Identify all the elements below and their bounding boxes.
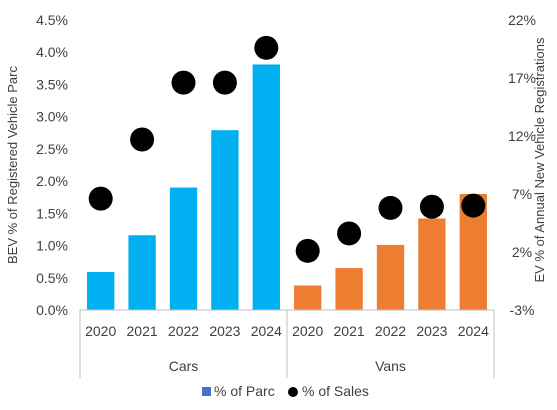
bar-parc — [294, 285, 322, 310]
bar-parc — [169, 187, 198, 310]
category-label: 2024 — [458, 323, 489, 339]
sales-marker — [130, 127, 155, 152]
left-tick-label: 2.0% — [36, 173, 68, 189]
sales-marker — [254, 35, 279, 60]
right-tick-label: 22% — [508, 12, 536, 28]
left-tick-label: 3.5% — [36, 76, 68, 92]
category-label: 2023 — [416, 323, 447, 339]
legend-parc-label: % of Parc — [214, 383, 275, 399]
left-tick-label: 3.0% — [36, 109, 68, 125]
left-tick-label: 1.0% — [36, 238, 68, 254]
bar-parc — [87, 271, 115, 310]
bar-parc — [128, 235, 156, 310]
legend: % of Parc % of Sales — [202, 383, 369, 399]
category-label: 2022 — [375, 323, 406, 339]
left-tick-label: 4.5% — [36, 12, 68, 28]
sales-marker — [419, 194, 444, 219]
bar-parc — [252, 64, 280, 310]
sales-marker — [88, 186, 113, 211]
right-tick-label: 7% — [512, 186, 532, 202]
sales-marker — [171, 70, 196, 95]
bar-parc — [418, 218, 446, 310]
category-label: 2022 — [168, 323, 199, 339]
legend-parc-swatch — [202, 387, 211, 396]
sales-marker — [295, 238, 320, 263]
category-label: 2023 — [209, 323, 240, 339]
right-tick-label: 12% — [508, 128, 536, 144]
category-label: 2021 — [334, 323, 365, 339]
right-axis-title: EV % of Annual New Vehicle Registrations — [532, 37, 547, 282]
right-tick-label: 2% — [512, 244, 532, 260]
legend-sales-label: % of Sales — [302, 383, 369, 399]
sales-marker — [461, 193, 486, 218]
legend-sales-marker — [288, 387, 298, 397]
sales-marker — [337, 221, 362, 246]
category-label: 2021 — [127, 323, 158, 339]
left-tick-label: 0.0% — [36, 302, 68, 318]
left-axis-title: BEV % of Registered Vehicle Parc — [5, 66, 20, 264]
left-tick-label: 2.5% — [36, 141, 68, 157]
category-label: 2024 — [251, 323, 282, 339]
bar-parc — [376, 244, 405, 310]
right-tick-label: 17% — [508, 70, 536, 86]
right-tick-label: -3% — [510, 302, 535, 318]
bar-parc — [335, 268, 363, 310]
category-label: 2020 — [292, 323, 323, 339]
left-tick-label: 1.5% — [36, 205, 68, 221]
sales-marker — [378, 195, 403, 220]
group-label: Vans — [375, 358, 406, 374]
category-label: 2020 — [85, 323, 116, 339]
bar-parc — [211, 130, 239, 310]
group-label: Cars — [169, 358, 199, 374]
left-tick-label: 0.5% — [36, 270, 68, 286]
left-tick-label: 4.0% — [36, 44, 68, 60]
plot-area: 0.0% 0.5% 1.0% 1.5% 2.0% 2.5% 3.0% 3.5% 4.0% 4.5%… — [36, 12, 536, 378]
sales-marker — [212, 70, 237, 95]
